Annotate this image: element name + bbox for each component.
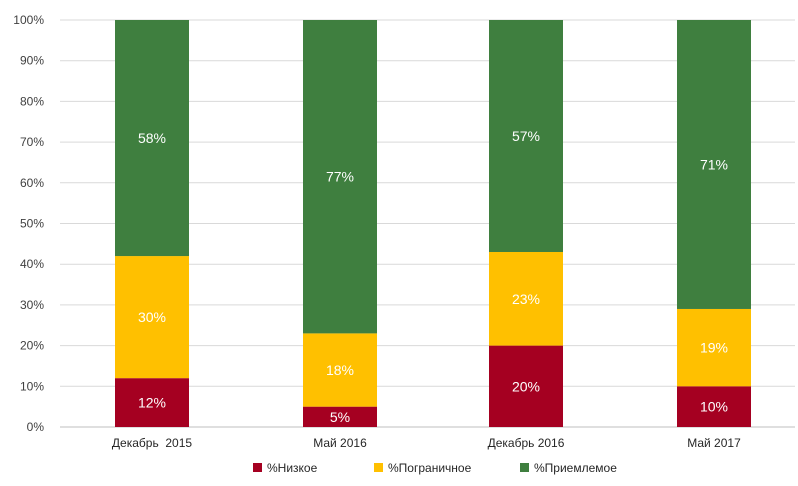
y-tick-label: 0% — [27, 420, 45, 434]
data-label: 10% — [700, 399, 728, 415]
bar-segment — [677, 386, 751, 427]
data-label: 71% — [700, 156, 728, 172]
y-tick-label: 60% — [20, 176, 44, 190]
bar-segment — [115, 256, 189, 379]
data-label: 30% — [138, 309, 166, 325]
data-label: 18% — [326, 362, 354, 378]
bar-segment — [677, 308, 751, 387]
y-tick-label: 30% — [20, 298, 44, 312]
data-label: 77% — [326, 169, 354, 185]
legend-swatch — [520, 463, 529, 472]
y-tick-label: 20% — [20, 339, 44, 353]
y-tick-label: 90% — [20, 54, 44, 68]
legend-label: %Низкое — [267, 461, 318, 475]
data-label: 20% — [512, 378, 540, 394]
y-tick-label: 80% — [20, 94, 44, 108]
data-label: 23% — [512, 291, 540, 307]
x-tick-label: Май 2017 — [687, 436, 741, 450]
legend-swatch — [253, 463, 262, 472]
bar-segment — [303, 20, 377, 334]
y-tick-label: 40% — [20, 257, 44, 271]
bars — [115, 20, 751, 427]
data-label: 57% — [512, 128, 540, 144]
bar-segment — [303, 406, 377, 427]
data-label: 5% — [330, 409, 350, 425]
data-label: 58% — [138, 130, 166, 146]
x-axis-ticks: Декабрь 2015 Май 2016 Декабрь 2016 Май 2017 — [112, 436, 741, 450]
legend-swatch — [374, 463, 383, 472]
data-labels: 12% 30% 58% 5% 18% 77% 20% 23% 57% 10% 19% 71% — [138, 128, 728, 425]
bar-segment — [115, 20, 189, 257]
bar-segment — [489, 251, 563, 346]
legend-label: %Приемлемое — [534, 461, 617, 475]
data-label: 19% — [700, 340, 728, 356]
bar-segment — [115, 378, 189, 427]
bar-segment — [303, 333, 377, 407]
y-tick-label: 50% — [20, 217, 44, 231]
x-tick-label: Май 2016 — [313, 436, 367, 450]
data-label: 12% — [138, 395, 166, 411]
y-tick-label: 100% — [13, 13, 44, 27]
legend-label: %Пограничное — [388, 461, 472, 475]
legend: %Низкое %Пограничное %Приемлемое — [253, 461, 617, 475]
y-tick-label: 10% — [20, 379, 44, 393]
y-axis-ticks: 0% 10% 20% 30% 40% 50% 60% 70% 80% 90% 100% — [13, 13, 44, 434]
y-tick-label: 70% — [20, 135, 44, 149]
bar-segment — [489, 345, 563, 427]
x-tick-label: Декабрь 2015 — [112, 436, 192, 450]
bar-segment — [677, 20, 751, 309]
x-tick-label: Декабрь 2016 — [488, 436, 565, 450]
bar-segment — [489, 20, 563, 252]
